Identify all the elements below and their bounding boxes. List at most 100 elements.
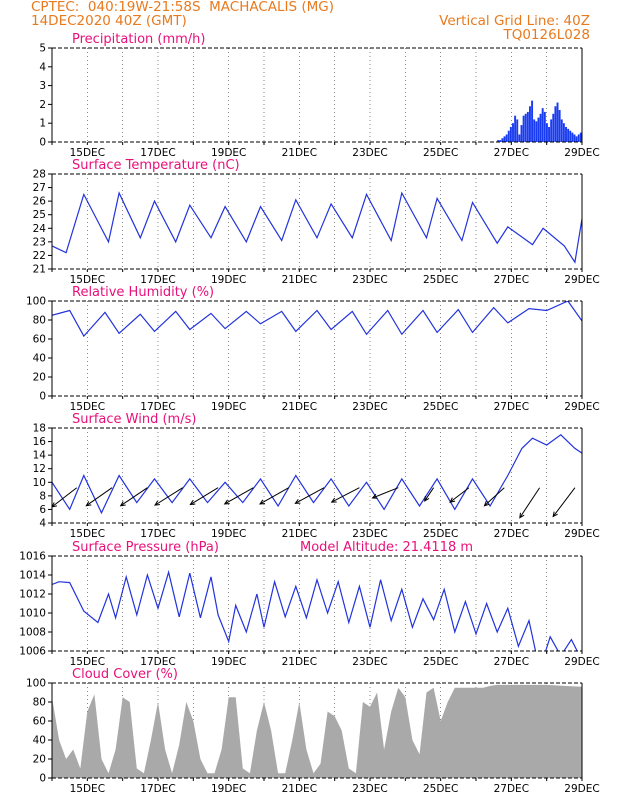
precip-bar xyxy=(503,136,506,142)
precip-bar xyxy=(541,108,544,142)
y-tick-label: 12 xyxy=(33,463,46,475)
wind-arrow-head xyxy=(449,497,456,503)
panel-title: Surface Wind (m/s) xyxy=(72,412,196,427)
y-tick-label: 40 xyxy=(33,353,46,365)
x-tick-label: 21DEC xyxy=(282,401,317,413)
panel-title: Precipitation (mm/h) xyxy=(72,32,205,47)
x-tick-label: 23DEC xyxy=(352,656,387,668)
x-tick-label: 23DEC xyxy=(352,147,387,159)
y-tick-label: 1008 xyxy=(19,627,46,639)
x-tick-label: 27DEC xyxy=(494,274,529,286)
y-tick-label: 10 xyxy=(33,477,46,489)
wind-arrow xyxy=(484,487,505,507)
x-tick-label: 19DEC xyxy=(211,783,246,795)
y-tick-label: 20 xyxy=(33,754,46,766)
y-tick-label: 16 xyxy=(33,436,47,448)
wind-arrow xyxy=(120,487,148,507)
precip-bar xyxy=(537,117,540,142)
y-tick-label: 4 xyxy=(39,61,46,73)
wind-arrow-head xyxy=(259,499,266,505)
panel-precip: 0 1 2 3 4 5 15DEC 17DEC 19DEC 21DEC 23DEC 25DEC 27DE… xyxy=(39,32,599,159)
precip-bar xyxy=(501,138,504,142)
wind-arrow-head xyxy=(424,495,430,502)
x-tick-label: 25DEC xyxy=(423,147,458,159)
precip-bar xyxy=(556,102,559,142)
x-tick-label: 29DEC xyxy=(564,783,599,795)
precip-bar xyxy=(562,123,565,142)
series-group xyxy=(52,569,578,651)
precip-bar xyxy=(573,134,576,142)
y-tick-label: 1014 xyxy=(19,570,46,582)
y-tick-label: 1012 xyxy=(19,589,46,601)
wind-arrow xyxy=(52,487,78,508)
panel-cloud: 0 20 40 60 80 100 15DEC 17DEC 19DEC 21DEC 23DEC 25D… xyxy=(26,667,600,795)
x-tick-label: 29DEC xyxy=(564,656,599,668)
wind-arrow-head xyxy=(52,502,57,508)
panel-pres: 1006 1008 1010 1012 1014 1016 15DEC 17DEC 19DEC 2… xyxy=(19,540,599,668)
x-tick-label: 25DEC xyxy=(423,274,458,286)
x-tick-label: 29DEC xyxy=(564,401,599,413)
x-tick-label: 15DEC xyxy=(70,274,105,286)
series-group xyxy=(52,191,582,264)
wind-arrow xyxy=(154,487,183,506)
x-tick-label: 15DEC xyxy=(70,401,105,413)
precip-bar xyxy=(571,132,574,142)
wind-arrow-head xyxy=(519,512,525,519)
wind-arrow-head xyxy=(483,500,490,507)
panel-title: Cloud Cover (%) xyxy=(72,667,178,682)
series-group xyxy=(497,100,582,142)
header-right-line1: Vertical Grid Line: 40Z xyxy=(439,13,590,29)
y-tick-label: 1010 xyxy=(19,608,46,620)
x-tick-label: 15DEC xyxy=(70,528,105,540)
wind-arrow xyxy=(86,487,113,507)
temp-line xyxy=(52,191,582,264)
precip-bar xyxy=(497,140,500,142)
y-tick-label: 2 xyxy=(39,99,46,111)
x-tick-label: 23DEC xyxy=(352,274,387,286)
y-tick-label: 4 xyxy=(39,518,46,530)
precip-bar xyxy=(531,100,534,142)
precip-bar xyxy=(550,119,553,142)
x-tick-label: 27DEC xyxy=(494,656,529,668)
x-tick-label: 29DEC xyxy=(564,274,599,286)
x-tick-label: 29DEC xyxy=(564,147,599,159)
precip-bar xyxy=(520,125,523,142)
precip-bar xyxy=(565,126,567,142)
wind-arrow-head xyxy=(223,499,230,505)
wind-arrow-head xyxy=(189,500,196,506)
y-tick-label: 1016 xyxy=(19,551,46,563)
wind-line xyxy=(52,434,582,515)
wind-arrow-head xyxy=(154,500,161,506)
wind-arrow xyxy=(331,487,360,503)
precip-bar xyxy=(575,136,578,142)
wind-arrow xyxy=(449,487,470,503)
x-tick-label: 17DEC xyxy=(140,656,175,668)
precip-bar xyxy=(522,115,525,142)
x-tick-label: 25DEC xyxy=(423,401,458,413)
precip-bar xyxy=(567,128,570,142)
panel-title: Relative Humidity (%) xyxy=(72,285,214,300)
precip-bar xyxy=(558,110,561,142)
y-tick-label: 1006 xyxy=(19,646,46,658)
precip-bar xyxy=(539,113,542,142)
precip-bar xyxy=(545,123,548,142)
y-tick-label: 100 xyxy=(26,296,46,308)
wind-arrow-head xyxy=(371,493,378,499)
precip-bar xyxy=(560,119,563,142)
x-tick-label: 15DEC xyxy=(70,656,105,668)
precip-bar xyxy=(552,113,555,142)
precip-bar xyxy=(507,130,510,142)
series-group xyxy=(52,301,582,338)
wind-arrow-head xyxy=(85,501,92,507)
precip-bar xyxy=(509,126,512,142)
precip-bar xyxy=(529,106,531,142)
pres-line xyxy=(52,569,578,651)
y-tick-label: 22 xyxy=(33,250,46,262)
x-tick-label: 17DEC xyxy=(140,783,175,795)
x-tick-label: 23DEC xyxy=(352,528,387,540)
x-tick-label: 25DEC xyxy=(423,528,458,540)
x-tick-label: 21DEC xyxy=(282,656,317,668)
panel-title: Surface Pressure (hPa) xyxy=(72,540,219,555)
